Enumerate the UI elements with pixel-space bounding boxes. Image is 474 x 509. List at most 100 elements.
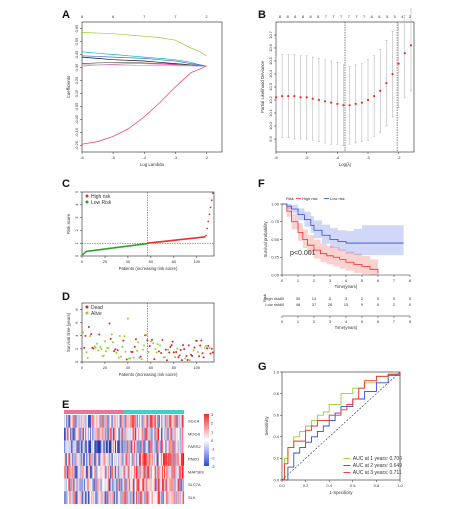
heatmap-cell <box>122 427 124 441</box>
panel-b-partial-likelihood: -6 -5 -4 -3 -2 9.9 10.0 10.1 10.2 10.3 10.4 10.5 10.… <box>260 8 415 167</box>
heatmap-cell <box>173 491 175 505</box>
heatmap-cell <box>182 415 185 428</box>
heatmap-cell <box>67 478 69 492</box>
heatmap-cell <box>148 453 150 466</box>
y-tick-label: 0.4 <box>273 434 279 439</box>
heatmap-cell <box>122 453 124 466</box>
heatmap-cell <box>105 415 107 428</box>
heatmap-cell <box>90 427 92 441</box>
heatmap-cell <box>81 440 83 454</box>
top-tick-label: 2 <box>205 14 208 19</box>
survival-point <box>192 349 195 352</box>
heatmap-cell <box>69 453 71 466</box>
heatmap-cell <box>90 453 92 466</box>
heatmap-cell <box>78 465 80 479</box>
y-tick-label: 0.25 <box>74 76 79 85</box>
heatmap-cell <box>157 453 160 466</box>
heatmap-cell <box>68 453 70 466</box>
heatmap-cell <box>94 453 96 466</box>
heatmap-cell <box>169 415 171 428</box>
heatmap-cell <box>151 440 153 454</box>
top-tick-label: 5 <box>394 14 397 19</box>
heatmap-cell <box>144 427 146 441</box>
heatmap-cell <box>141 440 143 454</box>
top-tick-label: 7 <box>174 14 177 19</box>
legend-alive: Alive <box>91 311 102 317</box>
heatmap-cell <box>124 478 126 492</box>
heatmap-cell <box>131 427 133 441</box>
heatmap-cell <box>140 453 142 466</box>
heatmap-cell <box>92 427 94 441</box>
heatmap-cell <box>90 440 92 454</box>
heatmap-cell <box>170 478 172 492</box>
heatmap-cell <box>170 440 172 454</box>
heatmap-cell <box>141 427 143 441</box>
heatmap-cell <box>65 440 67 454</box>
heatmap-cell <box>132 427 134 441</box>
heatmap-cell <box>147 453 149 466</box>
heatmap-cell <box>166 491 168 505</box>
heatmap-cell <box>108 427 110 441</box>
survival-point <box>172 351 175 354</box>
heatmap-cell <box>89 491 91 505</box>
x-tick-label: -4 <box>142 155 146 160</box>
heatmap-cell <box>142 491 144 505</box>
heatmap-cell <box>156 415 158 428</box>
y-tick-label: 10.3 <box>268 82 273 91</box>
heatmap-cell <box>177 415 179 428</box>
heatmap-cell <box>102 415 104 428</box>
heatmap-cell <box>158 491 161 505</box>
heatmap-cell <box>152 491 154 505</box>
risk-table-value: 0 <box>409 296 412 301</box>
survival-point <box>199 344 202 347</box>
heatmap-cell <box>82 465 84 479</box>
heatmap-cell <box>139 491 141 505</box>
heatmap-cell <box>127 491 129 505</box>
top-tick-label: 7 <box>340 14 343 19</box>
heatmap-cell <box>79 415 81 428</box>
risk-table-value: 0 <box>377 296 380 301</box>
risk-table-tick-label: 4 <box>345 319 348 324</box>
heatmap-cell <box>106 453 108 466</box>
heatmap-cell <box>86 478 89 492</box>
survival-point <box>148 344 151 347</box>
heatmap-cell <box>92 415 94 428</box>
heatmap-cell <box>173 427 175 441</box>
survival-point <box>94 346 97 349</box>
heatmap-cell <box>130 491 132 505</box>
heatmap-cell <box>120 427 122 441</box>
heatmap-cell <box>177 427 179 441</box>
heatmap-cell <box>83 491 85 505</box>
heatmap-cell <box>95 415 97 428</box>
x-tick-label: 0.6 <box>350 483 356 488</box>
risk-table-value: 2 <box>393 302 396 307</box>
risk-table-tick-label: 6 <box>377 319 380 324</box>
heatmap-cell <box>79 491 81 505</box>
heatmap-cell <box>171 491 173 505</box>
heatmap-cell <box>150 427 152 441</box>
heatmap-cell <box>165 415 167 428</box>
legend-title: Risk <box>286 196 294 201</box>
legend-value: 0 <box>211 438 214 443</box>
heatmap-cell <box>119 478 121 492</box>
survival-point <box>163 356 166 359</box>
survival-point <box>100 347 103 350</box>
y-tick-label: 8 <box>74 308 79 311</box>
heatmap-cell <box>83 453 85 466</box>
heatmap-cell <box>146 440 148 454</box>
heatmap-cell <box>179 415 181 428</box>
heatmap-cell <box>69 465 71 479</box>
heatmap-cell <box>74 440 76 454</box>
heatmap-cell <box>158 427 161 441</box>
heatmap-cell <box>172 453 174 466</box>
heatmap-cell <box>94 465 96 479</box>
heatmap-cell <box>89 478 91 492</box>
heatmap-cell <box>161 465 163 479</box>
heatmap-cell <box>75 415 77 428</box>
panel-label-e: E <box>62 399 69 411</box>
top-tick-label: 8 <box>279 14 282 19</box>
heatmap-cell <box>128 465 130 479</box>
heatmap-cell <box>96 478 98 492</box>
confidence-band <box>282 204 378 275</box>
